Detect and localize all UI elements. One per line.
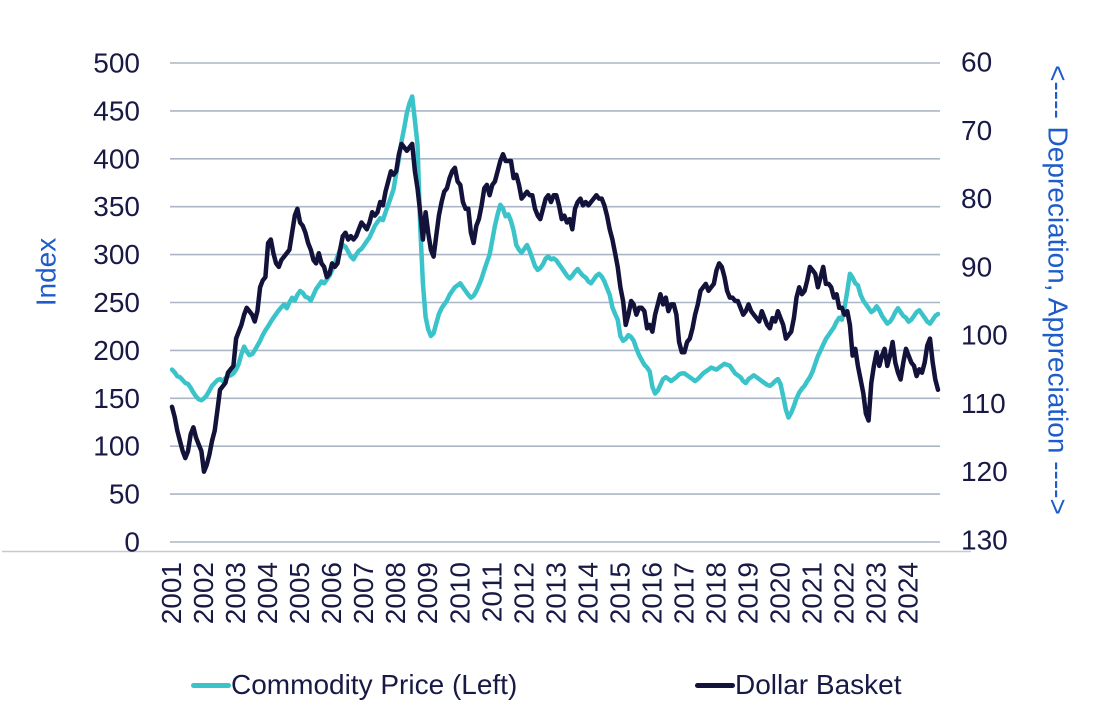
year-label: 2012: [508, 562, 539, 624]
right-tick-label: 80: [961, 183, 992, 214]
year-label: 2002: [188, 562, 219, 624]
year-label: 2020: [764, 562, 795, 624]
legend: Commodity Price (Left) Dollar Basket: [0, 662, 1093, 708]
year-label: 2001: [156, 562, 187, 624]
year-label: 2011: [476, 562, 507, 622]
year-label: 2009: [412, 562, 443, 624]
left-tick-label: 300: [93, 239, 140, 270]
left-tick-label: 350: [93, 191, 140, 222]
left-tick-label: 200: [93, 335, 140, 366]
left-tick-label: 0: [124, 527, 140, 558]
right-tick-label: 120: [961, 456, 1008, 487]
right-tick-label: 110: [961, 388, 1006, 419]
year-label: 2008: [380, 562, 411, 624]
left-tick-label: 400: [93, 143, 140, 174]
year-label: 2003: [220, 562, 251, 624]
left-tick-label: 50: [109, 479, 140, 510]
year-label: 2021: [797, 562, 828, 624]
year-label: 2014: [572, 562, 603, 624]
left-axis-tick-labels: 0 50 100 150 200 250 300 350 400 450 500: [93, 48, 140, 558]
right-tick-label: 60: [961, 47, 992, 78]
gridlines: [170, 62, 940, 543]
left-tick-label: 150: [93, 383, 140, 414]
left-tick-label: 500: [93, 48, 140, 79]
left-tick-label: 100: [93, 431, 140, 462]
year-label: 2017: [668, 562, 699, 624]
year-label: 2006: [316, 562, 347, 624]
right-axis-tick-labels: 60 70 80 90 100 110 120 130: [961, 47, 1008, 556]
year-label: 2023: [861, 562, 892, 624]
right-tick-label: 100: [961, 320, 1008, 351]
right-tick-label: 130: [961, 525, 1008, 556]
dollar-basket-line: [169, 141, 941, 474]
year-label: 2004: [252, 562, 283, 624]
dollar-line-swatch: [695, 682, 735, 688]
commodity-price-line: [169, 94, 941, 420]
x-axis-year-labels: 2001 2002 2003 2004 2005 2006 2007 2008 2009 2010…: [156, 562, 924, 624]
year-label: 2013: [540, 562, 571, 624]
year-label: 2018: [700, 562, 731, 624]
right-tick-label: 90: [961, 251, 992, 282]
right-axis-title: <---- Depreciation, Appreciation ---->: [1042, 65, 1073, 515]
left-tick-label: 450: [93, 95, 140, 126]
year-label: 2022: [829, 562, 860, 624]
legend-label-commodity-price: Commodity Price (Left): [231, 669, 518, 700]
series-lines: [169, 94, 941, 474]
year-label: 2015: [604, 562, 635, 624]
year-label: 2019: [732, 562, 763, 624]
year-label: 2005: [284, 562, 315, 624]
year-label: 2007: [348, 562, 379, 624]
legend-item-commodity-price: Commodity Price (Left): [191, 665, 517, 705]
legend-label-dollar-basket: Dollar Basket: [735, 669, 902, 700]
legend-item-dollar-basket: Dollar Basket: [695, 665, 902, 705]
right-tick-label: 70: [961, 115, 992, 146]
commodity-line-swatch: [191, 682, 231, 688]
year-label: 2010: [444, 562, 475, 624]
left-axis-title: Index: [31, 238, 62, 307]
year-label: 2016: [636, 562, 667, 624]
left-tick-label: 250: [93, 287, 140, 318]
year-label: 2024: [893, 562, 924, 624]
